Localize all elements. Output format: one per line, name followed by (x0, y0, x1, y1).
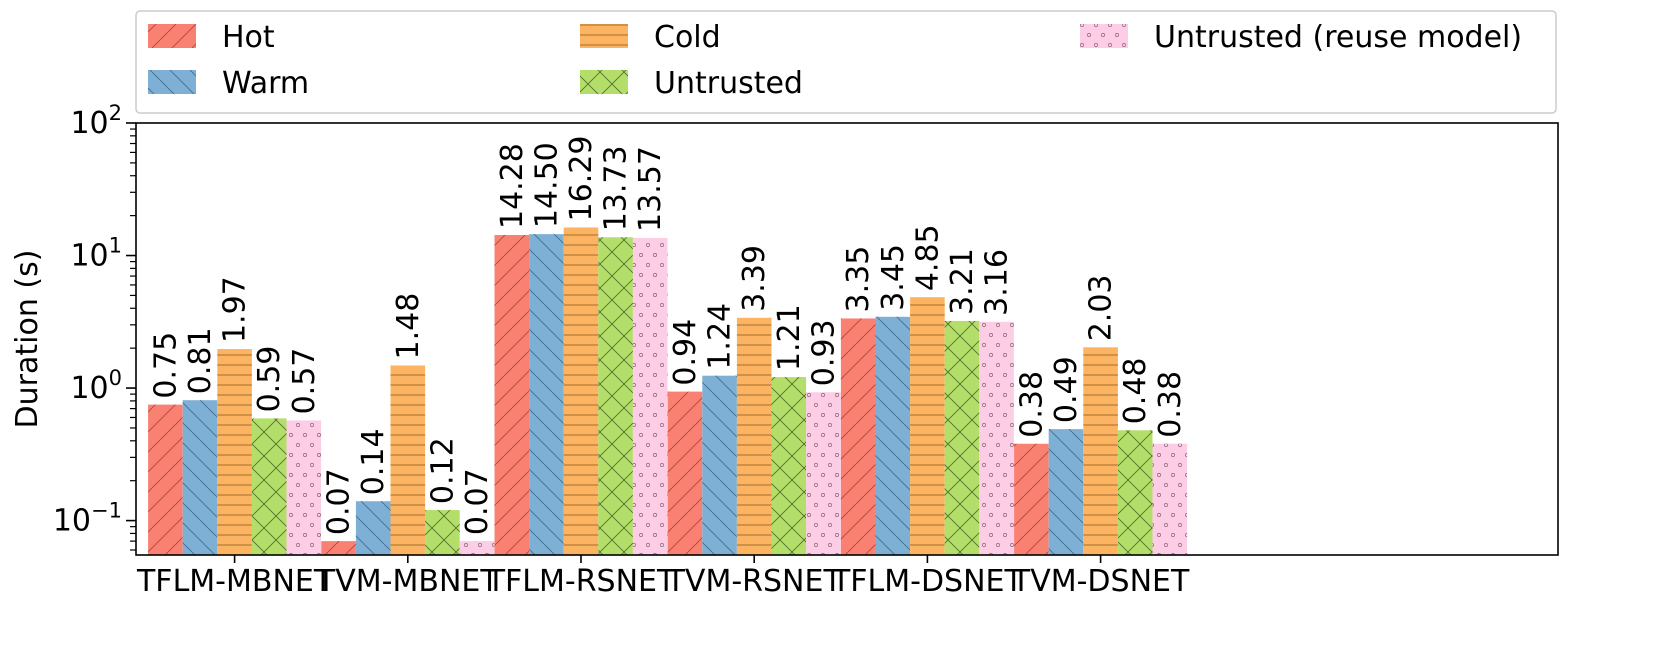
bar-untrusted-reuse-model-tvm-dsnet (1152, 443, 1188, 555)
data-label-hot-tflm-rsnet: 14.28 (495, 143, 530, 229)
legend-label: Untrusted (reuse model) (1154, 20, 1522, 55)
bar-untrusted-reuse-model-tvm-rsnet (806, 392, 841, 555)
legend-label: Cold (654, 20, 721, 55)
bar-untrusted-tflm-mbnet (251, 418, 287, 555)
legend-item-untrusted-reuse-model: Untrusted (reuse model) (1080, 20, 1522, 55)
data-label-untrusted-reuse-model-tvm-mbnet: 0.07 (460, 468, 495, 535)
bar-hot-tflm-rsnet (494, 235, 530, 555)
y-tick-label: 101 (70, 234, 122, 274)
data-label-hot-tvm-rsnet: 0.94 (668, 319, 703, 386)
data-label-warm-tvm-rsnet: 1.24 (703, 303, 738, 370)
data-label-untrusted-tflm-dsnet: 3.21 (945, 248, 980, 315)
x-tick-label-tflm-mbnet: TFLM-MBNET (136, 564, 333, 599)
x-tick-label-tflm-dsnet: TFLM-DSNET (831, 564, 1024, 599)
data-label-untrusted-tvm-rsnet: 1.21 (772, 304, 807, 371)
data-label-warm-tflm-dsnet: 3.45 (876, 244, 911, 311)
data-label-untrusted-reuse-model-tflm-dsnet: 3.16 (980, 249, 1015, 316)
data-label-hot-tflm-dsnet: 3.35 (841, 246, 876, 313)
bar-warm-tvm-mbnet (355, 501, 391, 555)
legend-label: Warm (222, 66, 309, 101)
legend-label: Hot (222, 20, 275, 55)
data-label-cold-tvm-dsnet: 2.03 (1084, 275, 1119, 342)
bar-cold-tflm-rsnet (563, 227, 599, 555)
legend-frame (135, 10, 1557, 114)
data-label-hot-tflm-mbnet: 0.75 (148, 332, 183, 399)
data-label-untrusted-reuse-model-tvm-rsnet: 0.93 (806, 319, 841, 386)
data-label-untrusted-tvm-mbnet: 0.12 (425, 437, 460, 504)
bar-untrusted-reuse-model-tflm-rsnet (632, 237, 668, 555)
y-tick-label: 100 (70, 366, 122, 406)
bar-untrusted-reuse-model-tvm-mbnet (459, 541, 495, 555)
data-label-untrusted-tvm-dsnet: 0.48 (1118, 358, 1153, 425)
data-label-warm-tvm-dsnet: 0.49 (1049, 356, 1084, 423)
data-label-cold-tflm-mbnet: 1.97 (218, 276, 253, 343)
y-tick-label: 102 (70, 101, 122, 141)
legend-label: Untrusted (654, 66, 803, 101)
bar-untrusted-tvm-dsnet (1117, 430, 1153, 555)
plot-frame (135, 122, 1559, 556)
bar-untrusted-reuse-model-tflm-dsnet (979, 321, 1014, 555)
bar-untrusted-reuse-model-tflm-mbnet (286, 420, 322, 555)
y-tick-label: 10−1 (53, 499, 122, 539)
data-label-hot-tvm-dsnet: 0.38 (1014, 371, 1049, 438)
data-label-untrusted-tflm-rsnet: 13.73 (599, 145, 634, 231)
bar-untrusted-tvm-rsnet (771, 377, 807, 555)
bar-hot-tvm-dsnet (1014, 443, 1049, 555)
data-label-hot-tvm-mbnet: 0.07 (322, 468, 357, 535)
data-label-cold-tvm-rsnet: 3.39 (737, 245, 772, 312)
bar-untrusted-tvm-mbnet (425, 510, 460, 555)
bar-hot-tvm-mbnet (321, 541, 356, 555)
bar-hot-tvm-rsnet (667, 391, 703, 555)
x-tick-label-tflm-rsnet: TFLM-RSNET (486, 564, 676, 599)
bar-cold-tvm-dsnet (1083, 347, 1118, 555)
data-label-untrusted-reuse-model-tflm-mbnet: 0.57 (287, 348, 322, 415)
bar-hot-tflm-dsnet (840, 318, 876, 555)
bar-warm-tvm-rsnet (702, 375, 737, 555)
data-label-untrusted-reuse-model-tflm-rsnet: 13.57 (633, 146, 668, 232)
data-label-warm-tflm-rsnet: 14.50 (529, 142, 564, 228)
legend-item-untrusted: Untrusted (580, 66, 803, 101)
bar-cold-tflm-mbnet (217, 349, 252, 555)
data-label-untrusted-reuse-model-tvm-dsnet: 0.38 (1153, 371, 1188, 438)
x-tick-label-tvm-rsnet: TVM-RSNET (666, 564, 843, 599)
bar-untrusted-tflm-rsnet (598, 237, 633, 555)
bar-warm-tflm-rsnet (529, 234, 564, 555)
bar-cold-tvm-mbnet (390, 365, 426, 555)
data-label-warm-tflm-mbnet: 0.81 (183, 327, 218, 394)
legend-item-cold: Cold (580, 20, 721, 55)
data-label-cold-tflm-dsnet: 4.85 (910, 224, 945, 291)
bar-warm-tflm-mbnet (182, 400, 218, 555)
legend-item-warm: Warm (148, 66, 309, 101)
y-axis-label: Duration (s) (10, 250, 45, 429)
data-label-cold-tflm-rsnet: 16.29 (564, 136, 599, 222)
bar-warm-tvm-dsnet (1048, 429, 1084, 555)
bar-hot-tflm-mbnet (148, 404, 183, 555)
legend: Hot Warm Cold Untrusted Untrusted (reuse mod… (135, 10, 1557, 114)
bar-warm-tflm-dsnet (875, 316, 911, 555)
bar-untrusted-tflm-dsnet (944, 320, 980, 555)
data-label-untrusted-tflm-mbnet: 0.59 (252, 346, 287, 413)
data-label-cold-tvm-mbnet: 1.48 (391, 293, 426, 360)
x-tick-label-tvm-mbnet: TVM-MBNET (316, 564, 499, 599)
bar-cold-tflm-dsnet (910, 297, 945, 555)
bar-cold-tvm-rsnet (736, 317, 772, 555)
x-tick-label-tvm-dsnet: TVM-DSNET (1011, 564, 1190, 599)
legend-item-hot: Hot (148, 20, 275, 55)
data-label-warm-tvm-mbnet: 0.14 (356, 428, 391, 495)
